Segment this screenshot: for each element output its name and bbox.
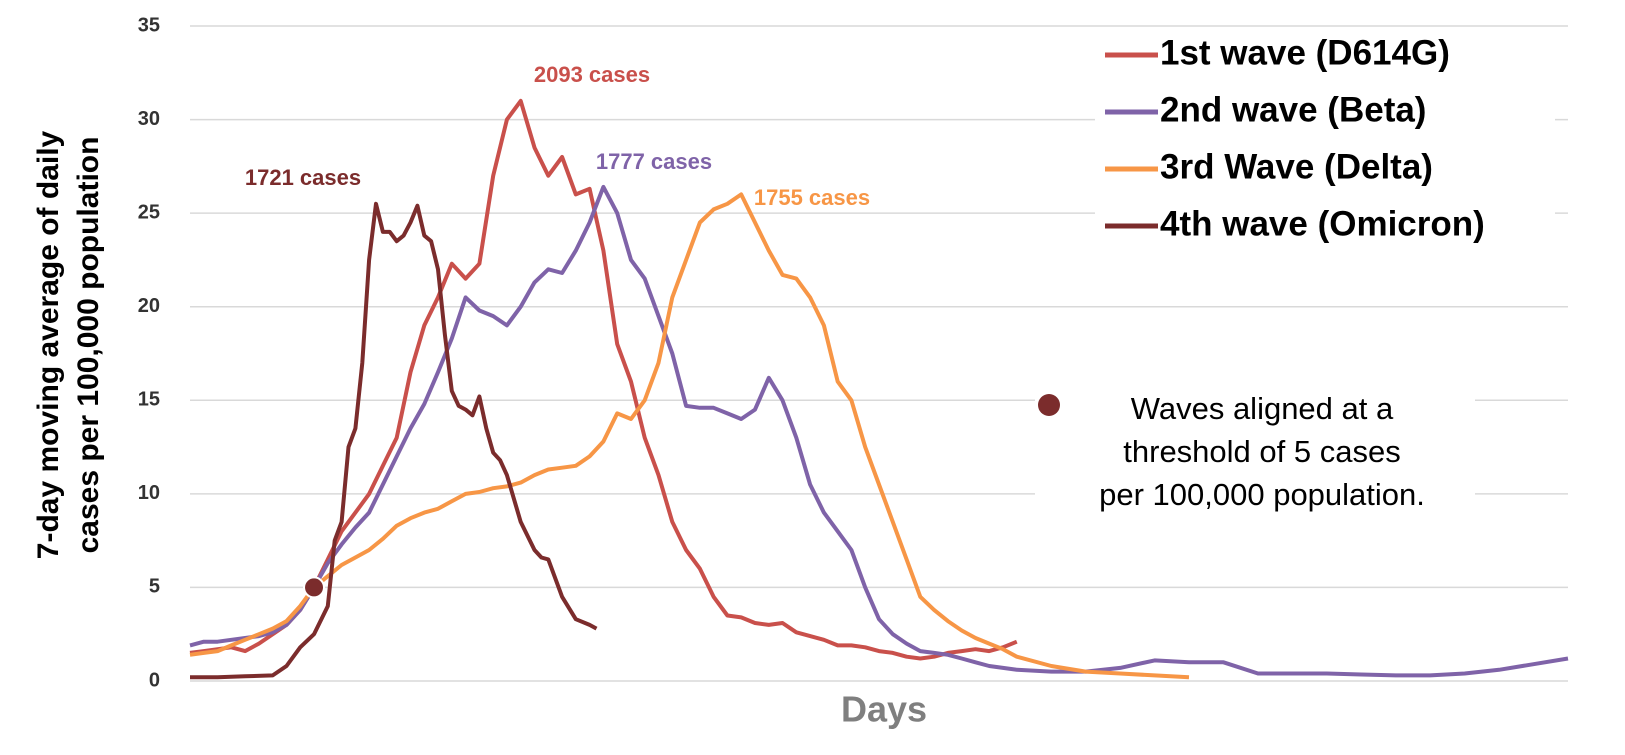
y-tick-label: 35 xyxy=(138,14,160,36)
y-tick-label: 0 xyxy=(149,669,160,691)
legend-label: 4th wave (Omicron) xyxy=(1160,204,1485,243)
line-series xyxy=(189,192,1190,680)
y-tick-label: 5 xyxy=(149,576,160,598)
note-box xyxy=(1035,385,1475,520)
y-tick-label: 10 xyxy=(138,482,160,504)
align-marker xyxy=(303,576,326,599)
y-tick-label: 15 xyxy=(138,389,160,411)
y-axis-label: 7-day moving average of daily xyxy=(32,130,65,559)
y-tick-label: 30 xyxy=(138,108,160,130)
y-axis-label: cases per 100,000 population xyxy=(72,137,105,554)
note-text: threshold of 5 cases xyxy=(1123,434,1400,469)
legend-label: 1st wave (D614G) xyxy=(1160,33,1450,72)
annotation: 1721 cases xyxy=(245,165,361,190)
note-text: Waves aligned at a xyxy=(1131,391,1394,426)
legend-label: 2nd wave (Beta) xyxy=(1160,90,1426,129)
x-axis-label: Days xyxy=(841,689,927,730)
line-series xyxy=(189,184,1569,678)
annotation: 2093 cases xyxy=(534,62,650,87)
legend-box xyxy=(1095,28,1555,253)
y-tick-label: 20 xyxy=(138,295,160,317)
note-text: per 100,000 population. xyxy=(1099,477,1425,512)
annotation: 1755 cases xyxy=(754,185,870,210)
y-tick-label: 25 xyxy=(138,201,160,223)
legend-label: 3rd Wave (Delta) xyxy=(1160,147,1433,186)
annotation: 1777 cases xyxy=(596,149,712,174)
line-series xyxy=(189,98,1018,661)
note-marker xyxy=(1038,394,1060,416)
line-series xyxy=(190,201,598,680)
